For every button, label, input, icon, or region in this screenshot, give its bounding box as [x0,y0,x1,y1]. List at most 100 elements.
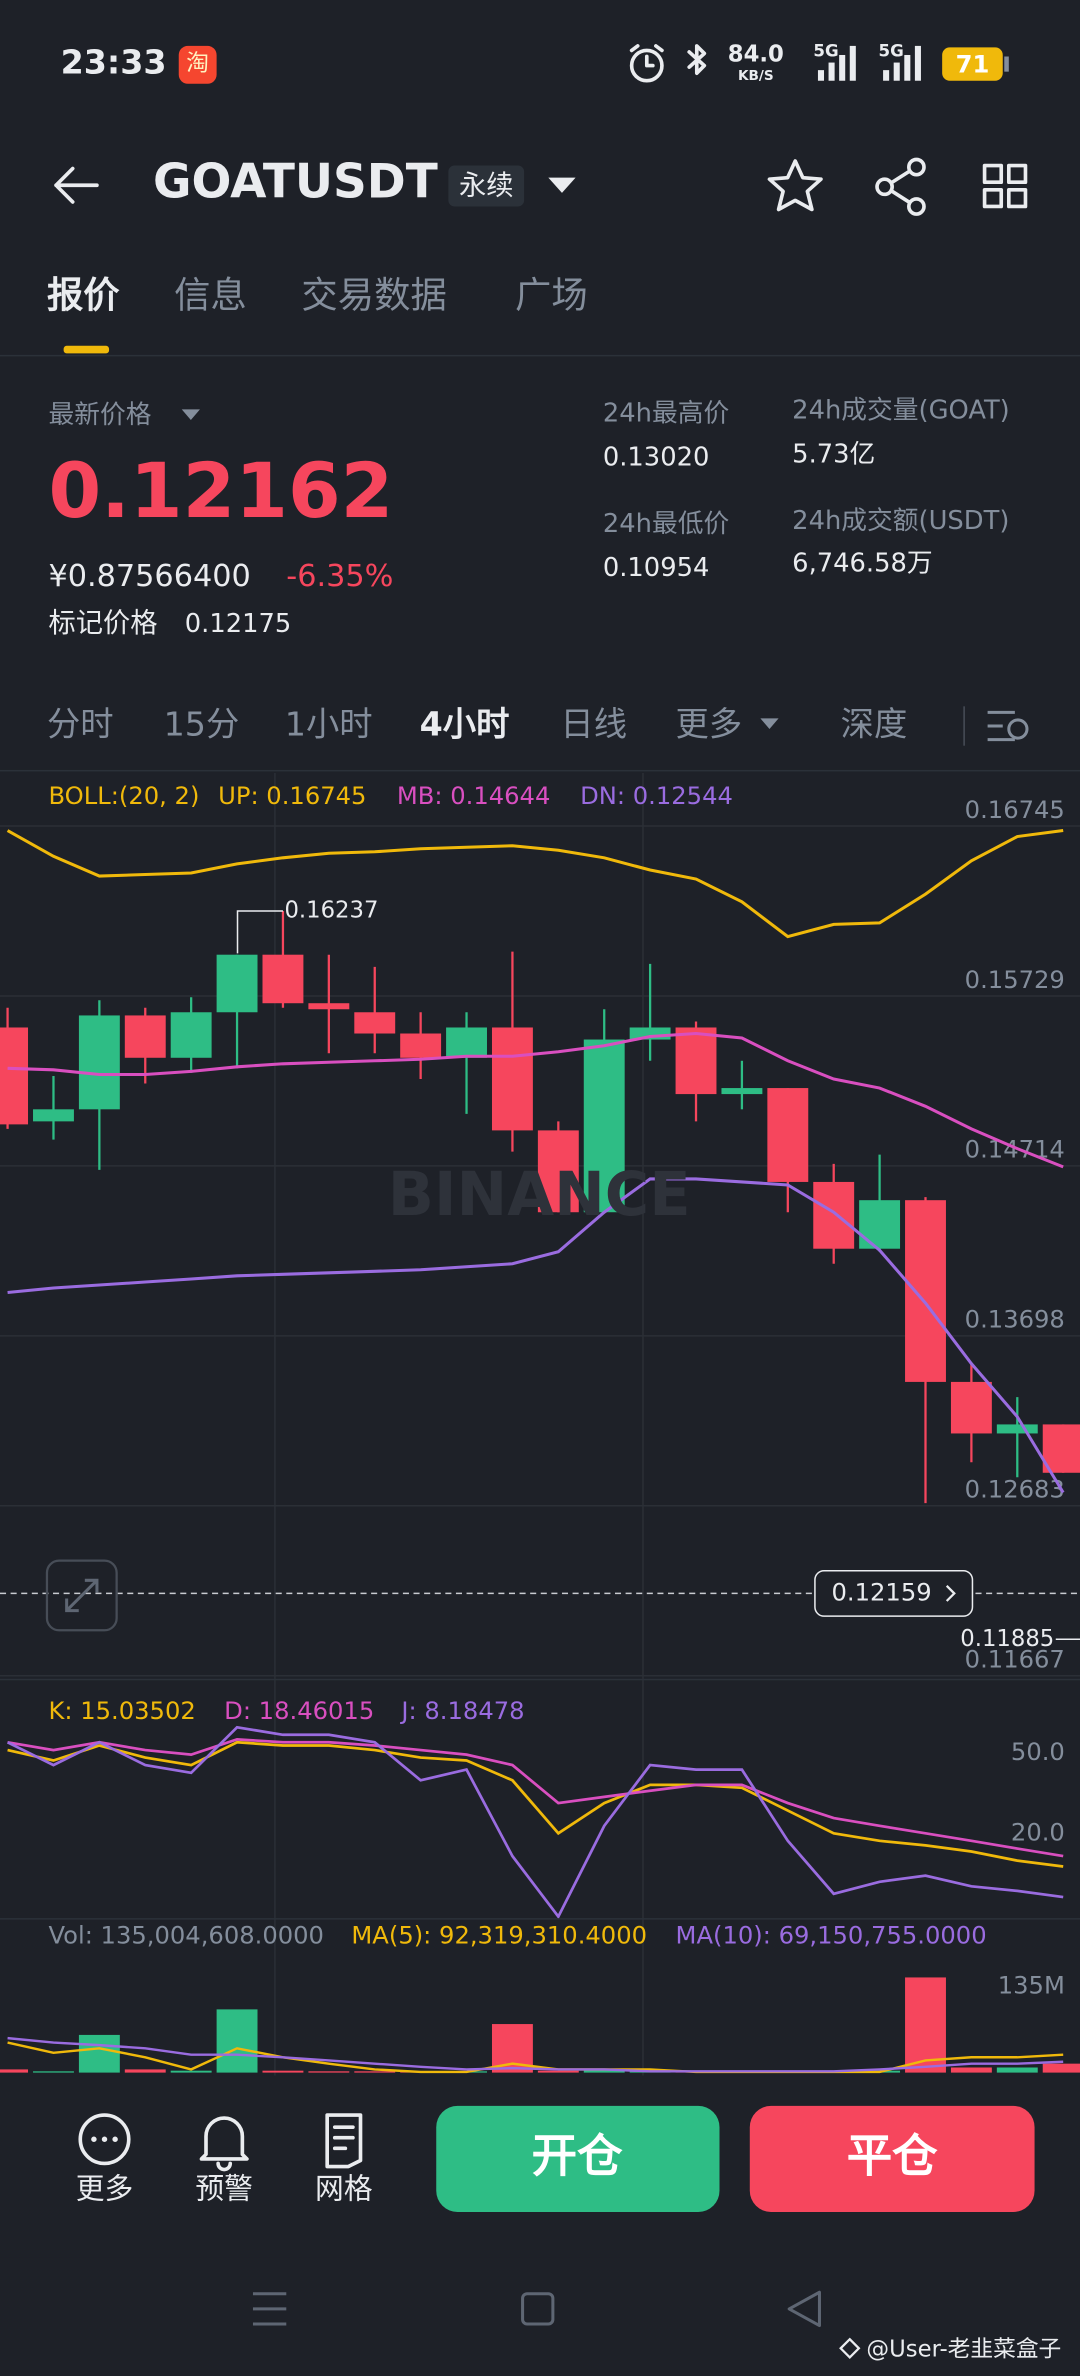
stat-label: 24h成交额(USDT) [792,506,1009,536]
back-button[interactable] [54,166,99,204]
mark-price: 0.12175 [185,609,291,639]
app-icon-text: 淘 [186,51,209,77]
net-speed: 84.0 [728,41,784,67]
nav-home[interactable] [521,2292,555,2326]
tag-bg [448,165,525,207]
indicator-line [7,1737,1064,1858]
volume-bar [124,2069,166,2073]
favorite-button[interactable] [767,159,823,212]
stat-label: 24h最低价 [603,509,729,539]
stat-value: 0.13020 [603,442,709,472]
close-button[interactable] [749,2105,1035,2212]
alert-icon[interactable] [199,2116,249,2172]
action-label[interactable]: 预警 [195,2172,253,2206]
legend-entry: MB: 0.14644 [397,782,551,810]
candle-body [0,1027,29,1125]
open-button[interactable] [436,2105,720,2212]
volume-bar [354,2071,396,2073]
expand-button[interactable] [45,1559,118,1632]
volume-bar [537,2070,579,2073]
interval[interactable]: 1小时 [285,705,373,744]
candle-body [583,1039,625,1213]
candle-body [354,1012,396,1034]
stat-value: 5.73亿 [792,439,875,469]
legend-entry: MA(5): 92,319,310.4000 [351,1921,647,1949]
symbol-dropdown[interactable] [548,177,576,193]
stat-value: 6,746.58万 [792,548,932,578]
status-time: 23:33 [61,43,167,82]
candle-body [78,1015,120,1110]
candle-body [491,1027,533,1131]
candle-body [905,1200,946,1382]
price-dropdown[interactable] [181,409,200,421]
battery [942,47,1003,81]
candle-body [721,1088,763,1095]
candle-body [308,1003,350,1010]
chart-frame [0,772,1080,2076]
indicator-name: BOLL:(20, 2) [48,782,199,810]
layout-button[interactable] [982,163,1028,209]
interval[interactable]: 深度 [841,705,908,744]
volume-bar [583,2070,625,2073]
share-button[interactable] [875,157,926,216]
candle-body [170,1012,212,1058]
volume-bar [905,1977,946,2073]
open-label[interactable]: 开仓 [532,2129,623,2182]
high-marker-line [236,910,283,954]
interval[interactable]: 更多 [676,705,743,744]
action-label[interactable]: 网格 [315,2172,373,2206]
watermark-logo: BINANCE [388,1160,691,1230]
candle-body [262,954,304,1004]
price-cny: ¥0.87566400 [48,559,250,594]
plot [0,1977,1080,2074]
interval[interactable]: 分时 [47,705,114,744]
volume-bar [78,2034,120,2073]
more-icon[interactable] [78,2113,131,2166]
y-tick-label: 0.16745 [965,796,1065,824]
plot [6,1725,1064,1919]
stat-label: 24h最高价 [603,398,729,428]
divider [963,706,965,746]
signal-icon [817,45,856,81]
grid-icon[interactable] [325,2113,363,2169]
candle-body [1042,1424,1080,1473]
y-tick-label: 0.15729 [965,966,1065,994]
volume-bar [1042,2063,1080,2073]
nav-menu[interactable] [252,2292,287,2326]
interval[interactable]: 15分 [164,705,240,744]
price-change: -6.35% [286,559,393,594]
chart-settings-button[interactable] [987,710,1029,742]
battery-cap [1004,56,1009,72]
tab[interactable]: 广场 [515,273,588,316]
last-price-arrow [945,1585,956,1602]
interval[interactable]: 4小时 [420,705,510,744]
high-marker-label: 0.16237 [284,898,378,924]
close-label[interactable]: 平仓 [847,2129,938,2182]
interval-dropdown[interactable] [760,718,779,730]
action-label[interactable]: 更多 [76,2172,134,2206]
candle-body [400,1033,442,1058]
volume-title: Vol: 135,004,608.0000 [48,1921,324,1949]
divider [0,769,1080,772]
volume-bar [308,2071,350,2073]
nav-back[interactable] [787,2290,821,2328]
stat-label: 24h成交量(GOAT) [792,395,1010,425]
tab[interactable]: 报价 [47,273,120,316]
charts: 0.16745 0.15729 0.14714 0.13698 0.12683 0.116… [0,782,1080,2074]
volume-bar [0,2069,29,2073]
symbol: GOATUSDT [153,155,438,210]
legend-entry: DN: 0.12544 [580,782,733,810]
price-label: 最新价格 [48,400,151,430]
indicator-line [7,1177,1065,1494]
candle-body [675,1027,717,1095]
volume-bar [216,2009,258,2073]
plot: 0.16237 [0,829,1080,1504]
divider [0,354,1080,357]
battery-level: 71 [956,51,990,79]
tab[interactable]: 信息 [174,273,247,316]
interval[interactable]: 日线 [560,705,627,744]
alarm-icon [629,44,664,83]
tab[interactable]: 交易数据 [301,273,446,316]
y-tick-label: 0.14714 [965,1136,1065,1164]
